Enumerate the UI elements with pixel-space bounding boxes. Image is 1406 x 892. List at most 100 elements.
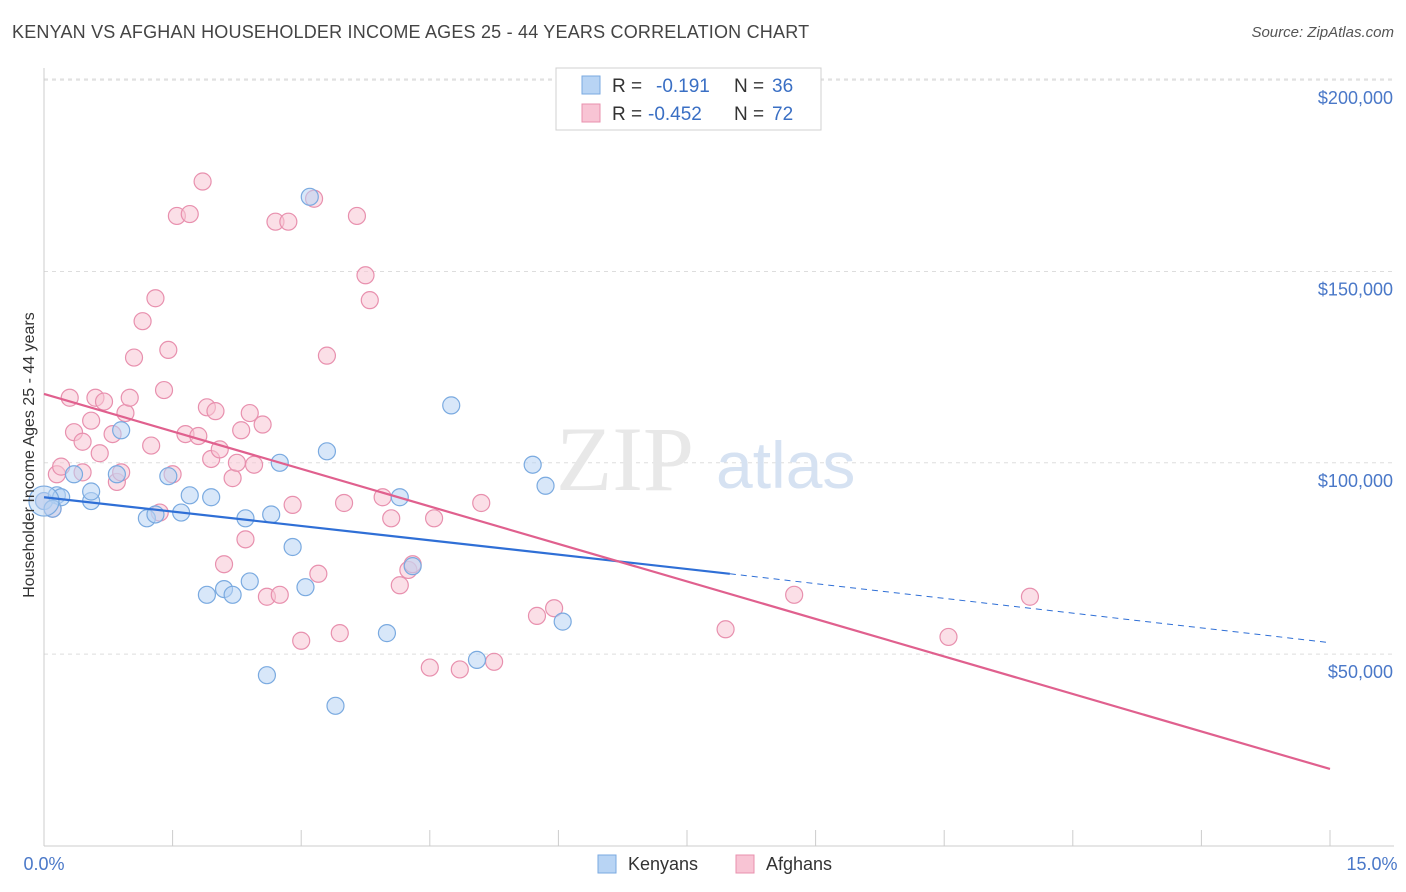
afghan-point xyxy=(382,509,401,528)
afghan-point xyxy=(270,585,289,604)
afghan-point xyxy=(189,426,208,446)
y-axis-tick-labels: $50,000 $100,000 $150,000 $200,000 xyxy=(1318,88,1393,682)
legend-kenyan-r-value: -0.191 xyxy=(656,76,710,97)
afghan-point xyxy=(939,627,958,647)
afghan-point xyxy=(330,624,349,643)
afghan-point xyxy=(244,455,264,474)
kenyan-point-cluster xyxy=(28,485,60,517)
afghan-point xyxy=(210,440,229,459)
bottom-legend-afghan-label: Afghans xyxy=(766,854,832,874)
correlation-legend: R = -0.191 N = 36 R = -0.452 N = 72 xyxy=(555,67,822,131)
afghan-point xyxy=(133,312,152,331)
afghan-point xyxy=(82,411,101,430)
x-tick-label-min: 0.0% xyxy=(23,854,64,874)
kenyan-point xyxy=(300,187,319,206)
x-axis-ticks xyxy=(43,830,1331,846)
kenyan-point xyxy=(403,557,422,576)
afghan-trend-line xyxy=(43,392,1331,771)
afghan-point xyxy=(472,493,491,513)
kenyan-point xyxy=(197,585,216,604)
watermark: ZIP atlas xyxy=(556,408,855,510)
kenyan-point xyxy=(442,396,461,415)
afghan-point xyxy=(716,620,735,639)
kenyan-point xyxy=(257,666,277,685)
watermark-atlas: atlas xyxy=(716,428,855,502)
legend-kenyan-n-label: N = xyxy=(734,76,764,97)
legend-kenyan-swatch xyxy=(581,75,601,95)
afghan-point xyxy=(236,530,255,549)
afghan-point xyxy=(450,660,469,679)
afghan-point xyxy=(223,469,242,488)
afghan-point xyxy=(292,631,311,650)
legend-afghan-r-label: R = xyxy=(612,104,642,125)
y-tick-label: $200,000 xyxy=(1318,88,1393,108)
kenyan-point xyxy=(202,488,221,507)
afghan-point xyxy=(206,402,225,421)
afghan-point xyxy=(279,212,298,231)
kenyan-point xyxy=(262,505,281,524)
afghan-point xyxy=(424,509,444,528)
trend-lines xyxy=(43,392,1331,771)
afghan-point xyxy=(214,555,234,574)
afghan-points xyxy=(34,172,1040,679)
gridlines xyxy=(44,78,1394,655)
kenyan-point xyxy=(326,696,345,715)
legend-kenyan-r-label: R = xyxy=(612,76,642,97)
y-tick-label: $50,000 xyxy=(1328,662,1393,682)
afghan-point xyxy=(390,576,409,595)
afghan-point xyxy=(527,606,547,625)
legend-afghan-n-value: 72 xyxy=(772,104,793,125)
kenyan-point xyxy=(377,624,397,643)
afghan-point xyxy=(94,392,114,411)
afghan-point xyxy=(227,453,246,472)
kenyan-point xyxy=(553,612,572,631)
kenyan-point xyxy=(82,482,101,501)
afghan-point xyxy=(317,346,337,365)
kenyan-trend-extension xyxy=(729,573,1331,644)
kenyan-point xyxy=(223,585,242,604)
chart-title: KENYAN VS AFGHAN HOUSEHOLDER INCOME AGES… xyxy=(12,22,810,42)
bottom-legend-afghan-swatch xyxy=(735,854,755,874)
kenyan-point xyxy=(467,650,487,669)
kenyan-point xyxy=(107,465,126,484)
series-legend: Kenyans Afghans xyxy=(597,854,832,874)
source-label: Source: ZipAtlas.com xyxy=(1251,24,1394,41)
afghan-point xyxy=(356,266,375,285)
kenyan-point xyxy=(296,578,315,597)
afghan-point xyxy=(90,444,109,463)
kenyan-points xyxy=(28,187,572,715)
y-tick-label: $100,000 xyxy=(1318,471,1393,491)
y-axis-label: Householder Income Ages 25 - 44 years xyxy=(21,312,38,598)
afghan-point xyxy=(309,564,328,583)
afghan-point xyxy=(485,652,504,671)
afghan-point xyxy=(1020,587,1040,606)
afghan-point xyxy=(253,415,272,434)
afghan-point xyxy=(334,493,354,513)
afghan-point xyxy=(347,206,367,226)
afghan-point xyxy=(146,289,165,308)
watermark-zip: ZIP xyxy=(556,408,694,510)
kenyan-point xyxy=(536,476,555,495)
kenyan-point xyxy=(523,455,542,474)
kenyan-point xyxy=(180,486,199,505)
legend-kenyan-n-value: 36 xyxy=(772,76,793,97)
kenyan-point xyxy=(64,465,84,484)
legend-afghan-n-label: N = xyxy=(734,104,764,125)
kenyan-point xyxy=(317,442,337,461)
kenyan-point xyxy=(112,421,131,440)
bottom-legend-kenyan-label: Kenyans xyxy=(628,854,698,874)
afghan-point xyxy=(193,172,212,191)
afghan-point xyxy=(232,421,251,440)
afghan-point xyxy=(159,340,178,360)
kenyan-point xyxy=(159,467,178,486)
afghan-point xyxy=(360,291,379,310)
afghan-point xyxy=(240,403,259,423)
bottom-legend-kenyan-swatch xyxy=(597,854,617,874)
afghan-point xyxy=(785,585,804,604)
kenyan-point xyxy=(240,572,259,591)
afghan-point xyxy=(73,432,92,451)
afghan-point xyxy=(120,388,139,407)
afghan-point xyxy=(283,495,302,514)
y-tick-label: $150,000 xyxy=(1318,279,1393,299)
